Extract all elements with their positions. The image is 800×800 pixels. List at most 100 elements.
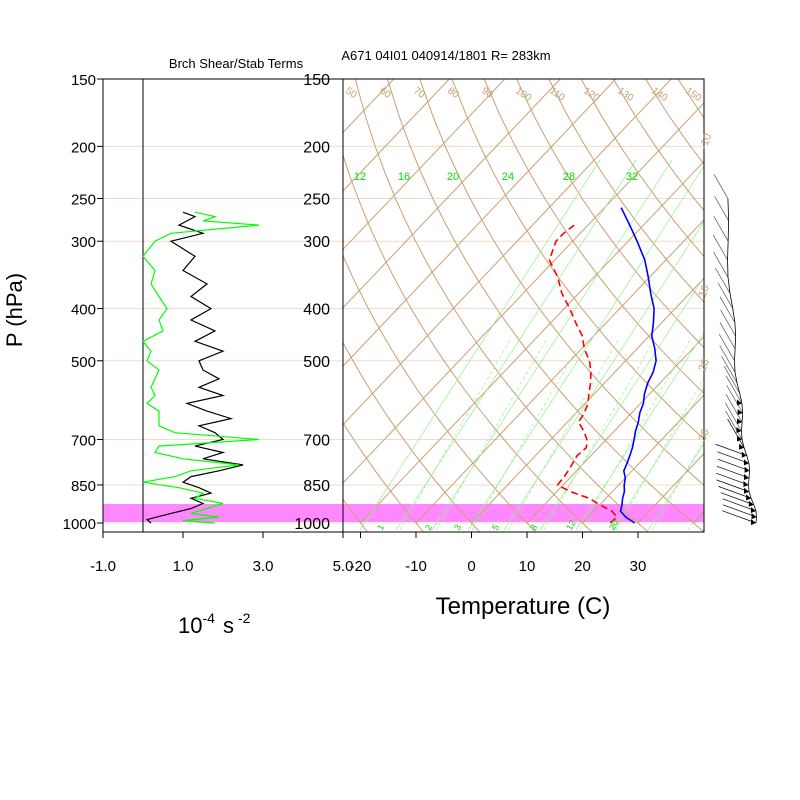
left-x-tick-label: 3.0 bbox=[253, 558, 274, 575]
pressure-label-left: 1000 bbox=[63, 516, 96, 533]
temp-x-tick-label: 30 bbox=[630, 558, 647, 575]
wind-barb bbox=[722, 510, 757, 524]
barb-staff bbox=[734, 348, 736, 361]
dry-adiabat bbox=[645, 79, 704, 166]
highlight-band-right bbox=[343, 504, 704, 522]
pressure-label-right: 500 bbox=[303, 354, 330, 371]
left-panel-title: Brch Shear/Stab Terms bbox=[169, 56, 304, 71]
wind-barbs bbox=[712, 174, 757, 525]
stability-series-line bbox=[145, 211, 244, 524]
barb-flag bbox=[744, 487, 750, 494]
wind-barb bbox=[725, 410, 743, 440]
barb-flag bbox=[744, 473, 750, 480]
wind-barb bbox=[717, 458, 750, 472]
pressure-label-left: 250 bbox=[71, 192, 96, 209]
mixing-ratio-label: 16 bbox=[398, 171, 410, 183]
isotherm-line bbox=[343, 79, 450, 192]
dry-adiabat-label: 110 bbox=[547, 85, 567, 103]
mixing-ratio-small-label: 8 bbox=[528, 523, 539, 532]
barb-staff bbox=[741, 422, 743, 432]
temp-x-tick-label: 0 bbox=[467, 558, 475, 575]
barb-staff bbox=[755, 517, 757, 524]
barb-flag bbox=[737, 409, 743, 416]
isotherm-line bbox=[749, 79, 800, 523]
moist-adiabat bbox=[395, 159, 637, 531]
mixing-ratio-label: 28 bbox=[563, 171, 575, 183]
isotherm-line bbox=[0, 79, 283, 523]
pressure-label-left: 500 bbox=[71, 354, 96, 371]
temp-x-tick-label: 20 bbox=[574, 558, 591, 575]
barb-staff bbox=[748, 477, 750, 485]
barb-staff bbox=[727, 198, 730, 221]
wind-barb bbox=[725, 375, 743, 404]
mixing-ratio-line bbox=[651, 439, 704, 531]
data-series bbox=[142, 207, 657, 524]
dry-adiabat bbox=[483, 79, 704, 394]
barb-flag bbox=[736, 399, 742, 406]
dry-adiabat bbox=[419, 79, 704, 486]
pressure-label-left: 300 bbox=[71, 234, 96, 251]
mixing-ratio-line bbox=[435, 339, 547, 531]
barb-staff bbox=[734, 322, 737, 337]
wind-barb bbox=[720, 309, 736, 337]
isotherm-line bbox=[343, 79, 561, 309]
isotherm-line bbox=[0, 79, 227, 523]
wind-barb bbox=[720, 492, 754, 506]
mixing-ratio-label: 24 bbox=[502, 171, 514, 183]
pressure-label-right: 400 bbox=[303, 302, 330, 319]
dry-adiabat-label: 120 bbox=[581, 85, 601, 104]
moist-adiabat bbox=[431, 159, 673, 531]
mixing-ratio-small-label: 5 bbox=[490, 523, 501, 532]
isotherm-side-label: 30 bbox=[697, 427, 712, 443]
wind-barb bbox=[719, 296, 736, 323]
barb-flag bbox=[736, 427, 742, 434]
pressure-label-right: 250 bbox=[303, 192, 330, 209]
barb-staff bbox=[746, 455, 750, 464]
wind-barb bbox=[726, 385, 743, 414]
barb-staff bbox=[727, 277, 731, 294]
barb-staff bbox=[750, 498, 755, 505]
isotherm-line bbox=[343, 79, 395, 134]
wind-barb bbox=[727, 418, 745, 448]
xlabel-unit: s bbox=[223, 613, 234, 638]
isotherm-line bbox=[343, 79, 617, 367]
right-plot-frame bbox=[342, 78, 705, 533]
dry-adiabat bbox=[775, 79, 800, 534]
wind-barb bbox=[713, 174, 729, 199]
dry-adiabat-label: 100 bbox=[513, 85, 533, 104]
barb-staff bbox=[736, 382, 741, 394]
barb-flag bbox=[737, 435, 743, 442]
temperature-profile bbox=[619, 207, 657, 524]
shear-series-line bbox=[142, 211, 260, 524]
isotherm-side-label: 10 bbox=[697, 283, 712, 299]
barb-staff bbox=[734, 360, 736, 373]
wind-barb bbox=[725, 394, 743, 423]
dry-adiabat bbox=[516, 79, 704, 349]
highlight-band-left bbox=[103, 504, 343, 522]
wind-barb bbox=[714, 196, 729, 222]
barb-staff bbox=[755, 510, 757, 518]
dewpoint-profile bbox=[548, 224, 619, 524]
pressure-label-right: 700 bbox=[303, 433, 330, 450]
dry-adiabat bbox=[343, 341, 481, 532]
wind-barb bbox=[712, 234, 728, 261]
mixing-ratio-label: 32 bbox=[626, 171, 638, 183]
wind-barb bbox=[723, 366, 741, 394]
barb-staff bbox=[748, 484, 750, 492]
pressure-label-left: 700 bbox=[71, 433, 96, 450]
y-axis-label: P (hPa) bbox=[2, 273, 27, 347]
barb-flag bbox=[744, 466, 750, 473]
isotherm-line bbox=[343, 102, 704, 484]
wind-barb bbox=[713, 216, 729, 242]
wind-barb bbox=[719, 322, 736, 349]
pressure-label-right: 850 bbox=[303, 478, 330, 495]
barb-staff bbox=[741, 439, 745, 448]
mixing-ratio-line bbox=[543, 339, 655, 531]
xlabel-base: 10 bbox=[178, 613, 202, 638]
barb-staff bbox=[734, 336, 737, 349]
temp-x-tick-label: -10 bbox=[405, 558, 427, 575]
barb-staff bbox=[739, 393, 743, 404]
barb-staff bbox=[753, 504, 757, 512]
isotherm-line bbox=[637, 452, 704, 524]
moist-adiabat bbox=[575, 332, 704, 531]
